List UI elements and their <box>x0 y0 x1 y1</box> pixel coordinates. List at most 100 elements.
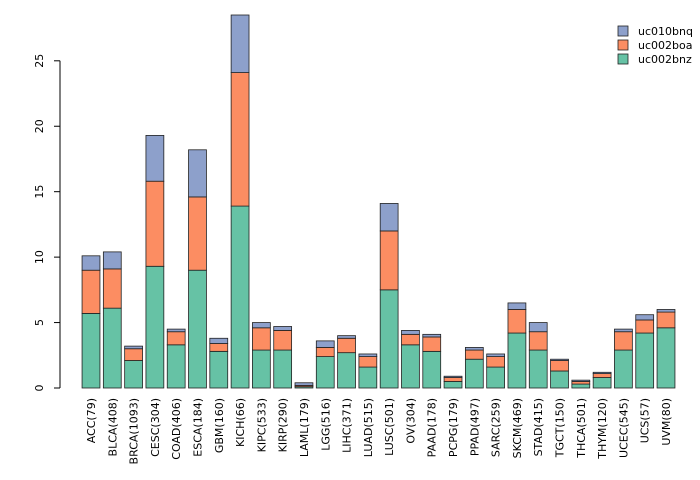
bar-uc002bnz-15 <box>401 344 420 389</box>
x-tick-label-27: UVM(80) <box>660 398 673 446</box>
bar-uc010bnq-19 <box>486 353 505 357</box>
x-tick-label-22: TGCT(150) <box>554 398 567 458</box>
bar-uc002bnz-3 <box>145 265 165 389</box>
x-axis-tick-labels: ACC(79) BLCA(408) BRCA(1093) CESC(304) COAD(… <box>85 398 673 464</box>
x-tick-label-17: PCPG(179) <box>447 398 460 457</box>
x-tick-label-19: SARC(259) <box>490 398 503 457</box>
x-tick-label-14: LUSC(501) <box>383 398 396 456</box>
bar-uc002bnz-19 <box>486 366 505 389</box>
bar-uc002bnz-16 <box>422 350 442 389</box>
bar-uc002boa-14 <box>379 230 399 291</box>
x-tick-label-9: KIRP(290) <box>277 398 290 452</box>
bar-uc010bnq-26 <box>635 314 655 321</box>
bar-uc002bnz-22 <box>550 370 569 389</box>
bar-uc002boa-12 <box>337 337 356 354</box>
y-axis: 0 5 10 15 20 25 <box>33 54 61 392</box>
bar-uc010bnq-13 <box>358 353 378 357</box>
bar-uc002boa-9 <box>273 330 293 351</box>
bar-uc010bnq-12 <box>337 335 356 339</box>
bar-uc002bnz-27 <box>656 327 676 389</box>
x-tick-label-11: LGG(516) <box>319 398 332 451</box>
bar-uc002bnz-2 <box>124 360 143 389</box>
bar-uc010bnq-10 <box>294 382 314 386</box>
bar-uc002boa-15 <box>401 333 420 346</box>
bar-uc002boa-13 <box>358 356 378 368</box>
bar-uc010bnq-22 <box>550 358 569 361</box>
x-tick-label-4: COAD(406) <box>170 398 183 460</box>
bar-uc002boa-21 <box>528 331 548 351</box>
bars-group <box>81 14 676 389</box>
x-tick-label-26: UCS(57) <box>639 398 652 443</box>
bar-uc002boa-26 <box>635 319 655 334</box>
bar-uc002boa-19 <box>486 356 505 368</box>
bar-uc002bnz-24 <box>592 377 612 389</box>
bar-uc010bnq-15 <box>401 330 420 335</box>
bar-uc002bnz-6 <box>209 350 229 389</box>
bar-uc002bnz-23 <box>571 383 591 389</box>
bar-uc002boa-1 <box>102 268 122 309</box>
x-tick-label-13: LUAD(515) <box>362 398 375 457</box>
bar-uc002bnz-17 <box>443 381 463 389</box>
y-tick-label-5: 25 <box>33 54 46 68</box>
bar-uc002boa-5 <box>188 196 207 271</box>
y-tick-label-4: 20 <box>33 119 46 133</box>
bar-uc010bnq-7 <box>230 14 250 73</box>
x-tick-label-8: KIPC(533) <box>255 398 268 452</box>
x-tick-label-3: CESC(304) <box>149 398 162 457</box>
x-tick-label-1: BLCA(408) <box>106 398 119 456</box>
bar-uc002bnz-4 <box>166 344 186 389</box>
bar-uc010bnq-8 <box>252 322 271 329</box>
x-tick-label-21: STAD(415) <box>532 398 545 456</box>
bar-uc010bnq-24 <box>592 371 612 375</box>
bar-uc010bnq-9 <box>273 326 293 331</box>
legend-swatch-uc002bnz <box>617 53 629 65</box>
y-tick-label-0: 0 <box>33 385 46 392</box>
bar-uc010bnq-18 <box>464 347 484 351</box>
bar-uc002boa-18 <box>464 349 484 360</box>
bar-uc002bnz-25 <box>614 349 633 389</box>
bar-uc002boa-2 <box>124 348 143 361</box>
bar-uc002boa-0 <box>81 269 101 314</box>
y-tick-label-3: 15 <box>33 185 46 199</box>
bar-uc010bnq-11 <box>315 340 335 348</box>
x-tick-label-5: ESCA(184) <box>191 398 204 457</box>
bar-uc002bnz-7 <box>230 205 250 389</box>
bar-uc010bnq-16 <box>422 333 442 338</box>
x-tick-label-7: KICH(66) <box>234 398 247 447</box>
bar-uc002boa-3 <box>145 180 165 267</box>
bar-uc002bnz-11 <box>315 356 335 389</box>
bar-uc010bnq-17 <box>443 375 463 378</box>
x-tick-label-24: THYM(120) <box>596 398 609 460</box>
bar-uc010bnq-27 <box>656 309 676 313</box>
x-tick-label-2: BRCA(1093) <box>128 398 141 464</box>
x-tick-label-6: GBM(160) <box>213 398 226 453</box>
bar-uc002bnz-12 <box>337 352 356 389</box>
bar-uc002boa-8 <box>252 327 271 351</box>
x-tick-label-0: ACC(79) <box>85 398 98 443</box>
x-tick-label-25: UCEC(545) <box>617 398 630 458</box>
bar-uc002bnz-26 <box>635 332 655 389</box>
bar-uc010bnq-3 <box>145 135 165 182</box>
bar-uc010bnq-0 <box>81 255 101 271</box>
x-tick-label-12: LIHC(371) <box>341 398 354 453</box>
bar-uc010bnq-25 <box>614 328 633 333</box>
bar-uc002boa-7 <box>230 72 250 207</box>
legend-label-uc002bnz: uc002bnz <box>638 53 692 66</box>
x-tick-label-10: LAML(179) <box>298 398 311 457</box>
bar-uc002boa-6 <box>209 343 229 352</box>
bar-uc002boa-24 <box>592 373 612 378</box>
legend-swatch-uc010bnq <box>617 25 629 37</box>
bar-uc002boa-16 <box>422 336 442 352</box>
bar-uc010bnq-23 <box>571 379 591 382</box>
bar-uc002bnz-0 <box>81 312 101 389</box>
bar-uc002bnz-18 <box>464 358 484 389</box>
bar-uc002bnz-21 <box>528 349 548 389</box>
x-tick-label-16: PAAD(178) <box>426 398 439 457</box>
x-tick-label-20: SKCM(469) <box>511 398 524 458</box>
bar-uc002boa-4 <box>166 331 186 346</box>
bar-uc010bnq-6 <box>209 337 229 344</box>
bar-uc002boa-22 <box>550 360 569 372</box>
legend-label-uc002boa: uc002boa <box>638 39 692 52</box>
